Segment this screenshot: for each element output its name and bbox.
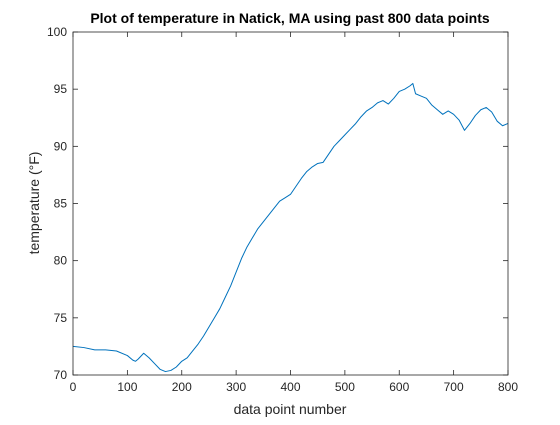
plot-area xyxy=(73,32,508,375)
chart-title: Plot of temperature in Natick, MA using … xyxy=(90,10,490,26)
x-tick-label: 500 xyxy=(335,380,355,394)
x-tick-label: 400 xyxy=(280,380,300,394)
temperature-series-line xyxy=(72,82,509,373)
y-tick-label: 90 xyxy=(54,139,68,153)
y-tick-label: 85 xyxy=(54,197,68,211)
x-tick-label: 0 xyxy=(70,380,77,394)
x-tick-label: 800 xyxy=(498,380,518,394)
axes-box xyxy=(72,31,509,376)
x-axis-label: data point number xyxy=(234,401,347,417)
x-tick-label: 600 xyxy=(389,380,409,394)
y-tick-label: 80 xyxy=(54,254,68,268)
x-tick-label: 700 xyxy=(444,380,464,394)
y-tick-label: 100 xyxy=(47,25,67,39)
x-tick-label: 300 xyxy=(226,380,246,394)
y-tick-label: 95 xyxy=(54,82,68,96)
series-layer xyxy=(72,82,509,373)
y-axis-label: temperature (°F) xyxy=(26,152,42,255)
x-tick-label: 200 xyxy=(172,380,192,394)
x-tick-label: 100 xyxy=(117,380,137,394)
y-tick-label: 75 xyxy=(54,311,68,325)
ticks-layer: 0 100 200 300 400 500 600 700 800 70 75 80 85 90 95 100 xyxy=(47,25,518,394)
y-tick-label: 70 xyxy=(54,368,68,382)
